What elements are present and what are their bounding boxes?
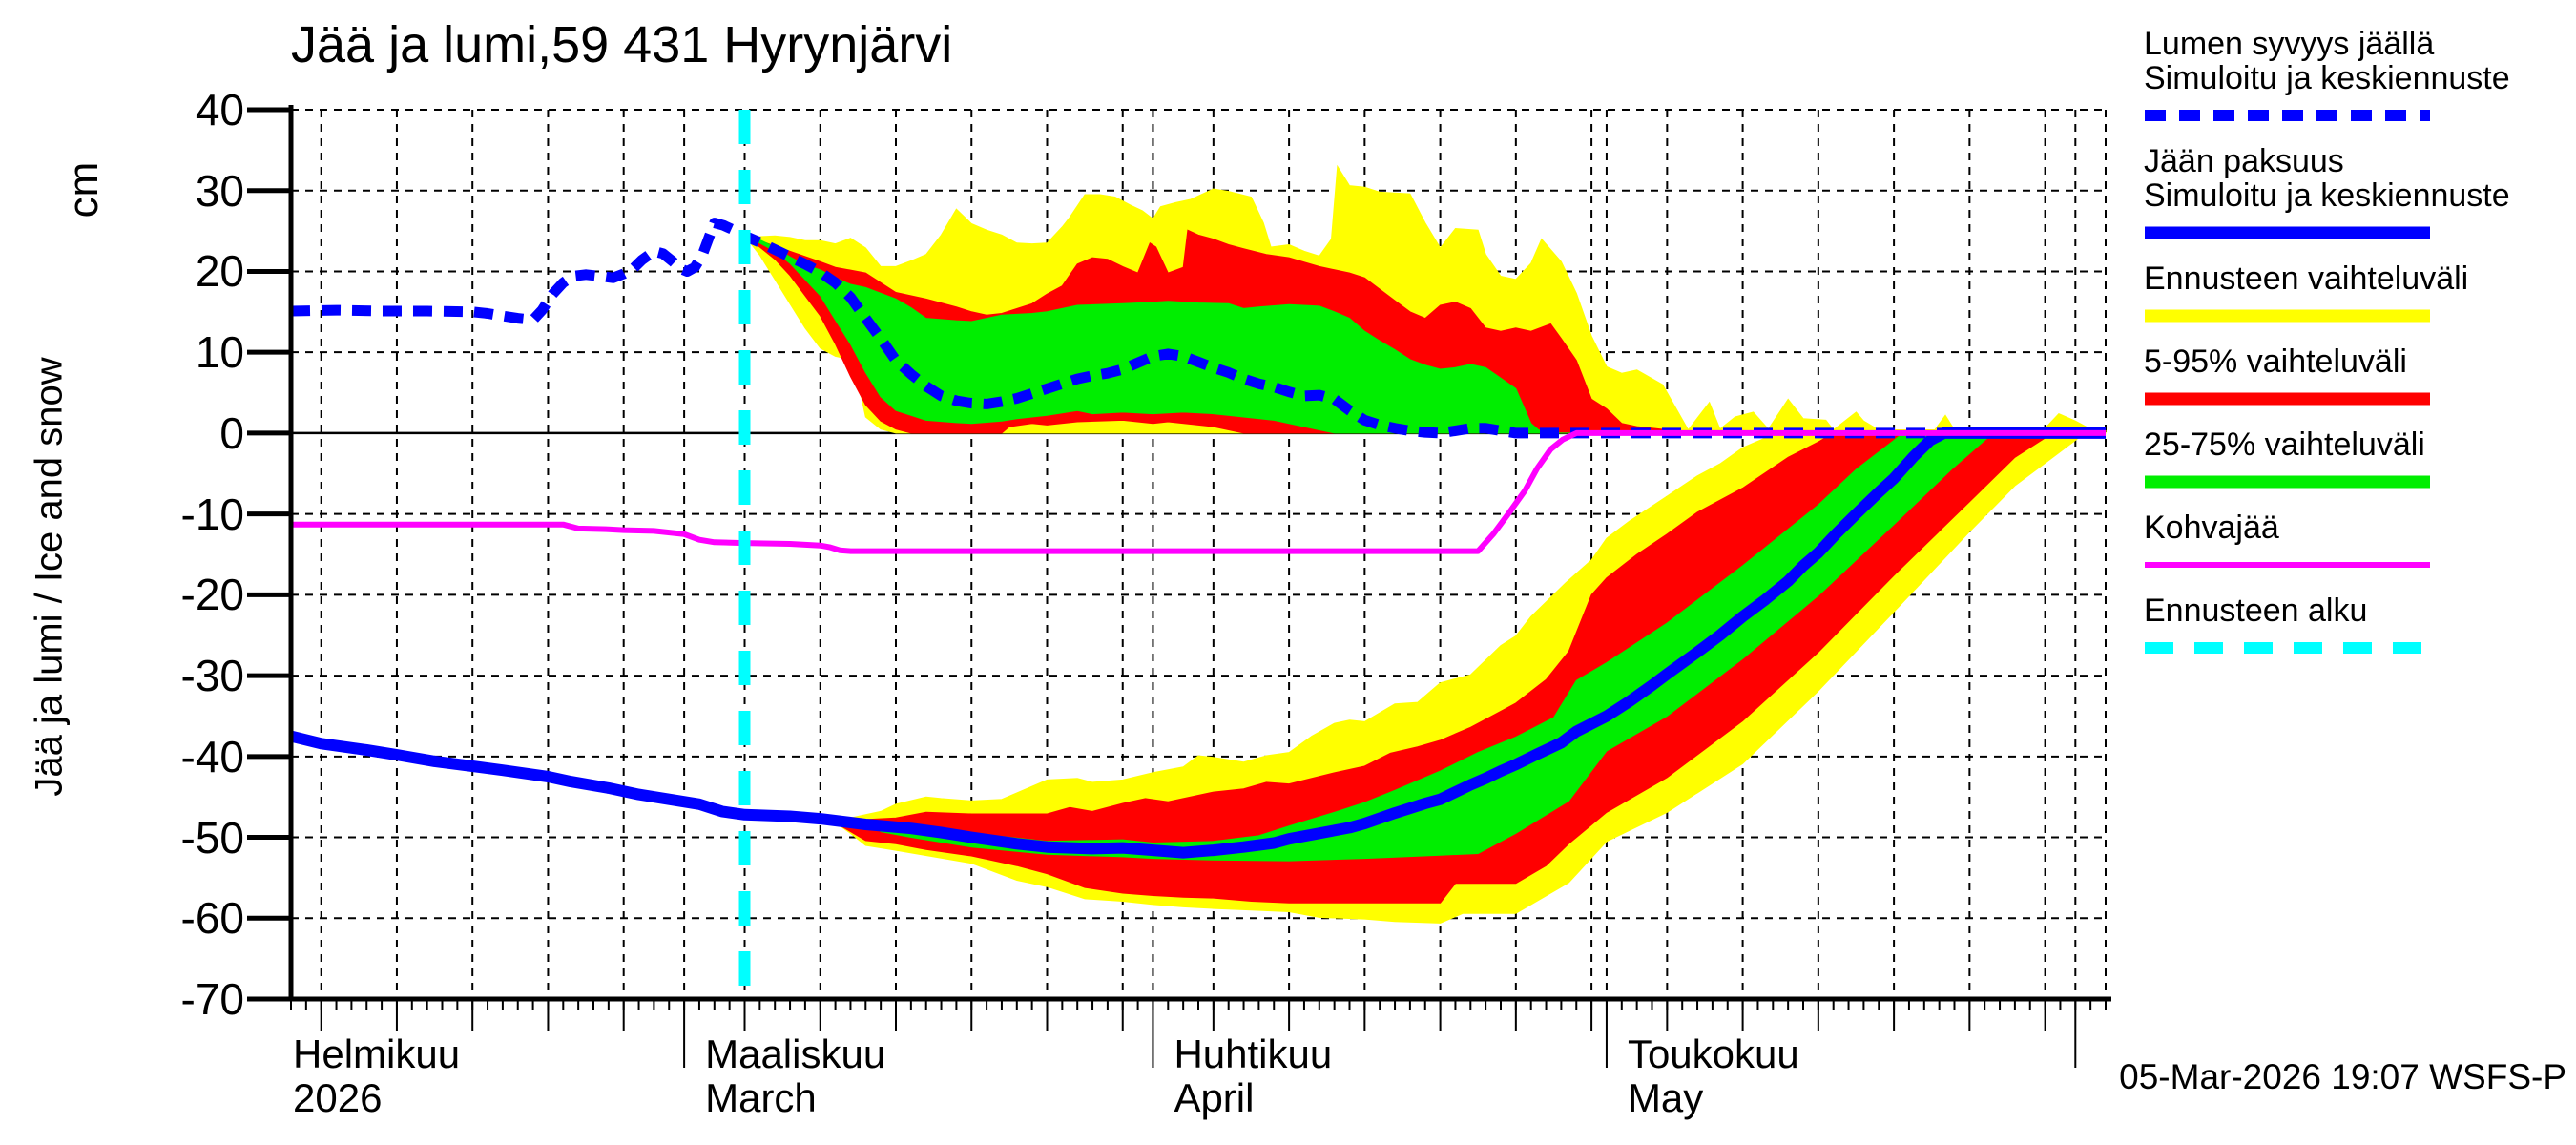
line-kohvajaa-frazil-ice xyxy=(291,429,2106,554)
line-ice-thickness-simulated-and-mean-forecast xyxy=(289,427,2106,859)
month-label-april: Huhtikuu April xyxy=(1174,1031,1333,1120)
chart-title: Jää ja lumi,59 431 Hyrynjärvi xyxy=(291,16,953,73)
legend-item-6-text-0: Ennusteen alku xyxy=(2144,593,2368,629)
legend-item-5-text-0: Kohvajää xyxy=(2144,510,2279,546)
y-tick-label-30: 30 xyxy=(195,165,244,216)
legend-item-5-sample xyxy=(2145,562,2430,568)
legend-item-3-text-0: 5-95% vaihteluväli xyxy=(2144,344,2407,380)
legend-item-1-text-0: Jään paksuus xyxy=(2144,143,2344,179)
legend-item-3-sample xyxy=(2145,392,2430,406)
legend-item-2-text-0: Ennusteen vaihteluväli xyxy=(2144,260,2469,297)
line-snow-depth-on-ice-simulated-and-mean-forecast xyxy=(290,218,2106,439)
band-snow-25-75-green xyxy=(744,235,2106,434)
y-tick-label--20: -20 xyxy=(180,570,244,620)
y-tick-label-0: 0 xyxy=(219,407,244,458)
y-tick-label--60: -60 xyxy=(180,893,244,944)
month-label-may: Toukokuu May xyxy=(1627,1031,1799,1120)
y-tick-label--40: -40 xyxy=(180,731,244,781)
y-axis-label: Jää ja lumi / Ice and snow xyxy=(28,357,71,797)
y-tick-label--30: -30 xyxy=(180,651,244,701)
legend-item-0-text-0: Lumen syvyys jäällä xyxy=(2144,26,2435,62)
month-label-2026: Helmikuu 2026 xyxy=(293,1031,461,1120)
legend-item-0-sample xyxy=(2145,110,2430,121)
y-tick-label--70: -70 xyxy=(180,974,244,1024)
y-tick-label--50: -50 xyxy=(180,812,244,863)
timestamp: 05-Mar-2026 19:07 WSFS-P xyxy=(2119,1057,2566,1096)
legend-item-1-text-1: Simuloitu ja keskiennuste xyxy=(2144,177,2510,214)
legend-item-1-sample xyxy=(2145,226,2430,239)
legend-item-2-sample xyxy=(2145,309,2430,323)
y-tick-label-20: 20 xyxy=(195,246,244,297)
legend-item-6-sample xyxy=(2145,642,2430,654)
legend-item-4-sample xyxy=(2145,475,2430,489)
y-tick-label-40: 40 xyxy=(195,85,244,135)
legend-item-4-text-0: 25-75% vaihteluväli xyxy=(2144,427,2425,463)
legend-item-0-text-1: Simuloitu ja keskiennuste xyxy=(2144,60,2510,96)
y-tick-label--10: -10 xyxy=(180,489,244,539)
month-label-march: Maaliskuu March xyxy=(705,1031,886,1120)
y-tick-label-10: 10 xyxy=(195,327,244,378)
